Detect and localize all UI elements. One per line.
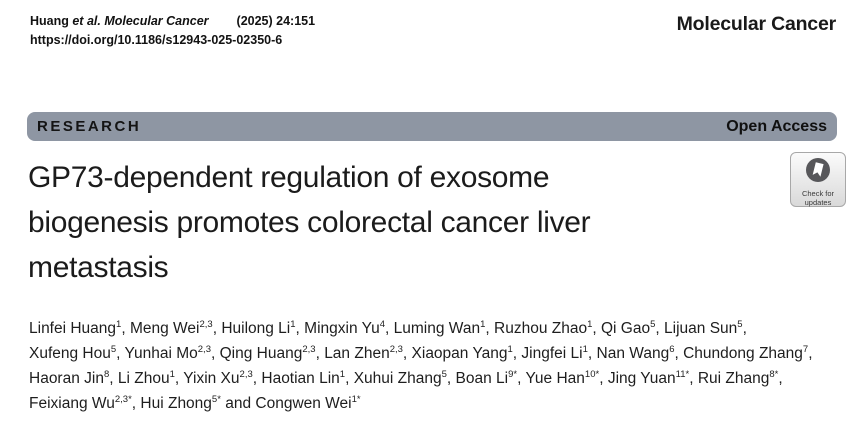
author-affiliation-sup: 11*: [675, 368, 690, 380]
author-affiliation-sup: 1*: [351, 393, 361, 405]
author-name: Jingfei Li: [521, 345, 583, 362]
author-name: Ruzhou Zhao: [494, 320, 588, 337]
article-title-line: GP73-dependent regulation of exosome: [28, 161, 550, 194]
author-name: Yixin Xu: [183, 370, 240, 387]
author-name: Qing Huang: [219, 345, 303, 362]
author-affiliation-sup: 1: [587, 318, 593, 330]
author-affiliation-sup: 1: [480, 318, 486, 330]
author-line: Linfei Huang1, Meng Wei2,3, Huilong Li1,…: [29, 318, 747, 337]
author-affiliation-sup: 1: [507, 343, 513, 355]
citation-journal: et al. Molecular Cancer: [72, 14, 209, 28]
author-name: Li Zhou: [117, 370, 170, 387]
author-name: Feixiang Wu: [29, 395, 115, 412]
author-affiliation-sup: 5: [441, 368, 447, 380]
author-name: Huilong Li: [221, 320, 291, 337]
author-line: Xufeng Hou5, Yunhai Mo2,3, Qing Huang2,3…: [29, 343, 813, 362]
author-name: Lijuan Sun: [664, 320, 738, 337]
author-affiliation-sup: 1: [116, 318, 122, 330]
author-name: Yue Han: [525, 370, 585, 387]
author-lines: Linfei Huang1, Meng Wei2,3, Huilong Li1,…: [29, 316, 844, 416]
author-affiliation-sup: 4: [379, 318, 386, 330]
check-badge-line1: Check for: [801, 189, 835, 198]
author-affiliation-sup: 5*: [211, 393, 221, 405]
check-for-updates-badge[interactable]: Check for updates: [790, 152, 846, 207]
author-name: Congwen Wei: [255, 395, 352, 412]
author-name: Linfei Huang: [29, 320, 117, 337]
author-name: Xufeng Hou: [29, 345, 111, 362]
author-name: Rui Zhang: [697, 370, 770, 387]
section-label: RESEARCH: [37, 118, 142, 135]
author-affiliation-sup: 8: [103, 368, 110, 380]
author-affiliation-sup: 2,3: [197, 343, 211, 355]
doi-link[interactable]: https://doi.org/10.1186/s12943-025-02350…: [30, 33, 283, 47]
article-title-line: biogenesis promotes colorectal cancer li…: [28, 206, 591, 239]
journal-name: Molecular Cancer: [676, 13, 837, 35]
author-affiliation-sup: 10*: [584, 368, 600, 380]
citation-line: Huang et al. Molecular Cancer (2025) 24:1…: [30, 12, 315, 31]
author-affiliation-sup: 1: [582, 343, 588, 355]
author-affiliation-sup: 1: [169, 368, 175, 380]
citation-author: Huang: [30, 14, 73, 28]
author-affiliation-sup: 1: [290, 318, 296, 330]
author-name: Qi Gao: [601, 320, 651, 337]
author-affiliation-sup: 2,3: [302, 343, 316, 355]
author-name: Luming Wan: [393, 320, 481, 337]
author-name: Lan Zhen: [324, 345, 390, 362]
check-badge-line2: updates: [804, 197, 832, 207]
author-name: Xiaopan Yang: [411, 345, 508, 362]
author-affiliation-sup: 7: [802, 343, 809, 355]
crossmark-icon: [805, 157, 831, 188]
author-name: Yunhai Mo: [124, 345, 198, 362]
author-name: Jing Yuan: [607, 370, 676, 387]
author-affiliation-sup: 5: [737, 318, 743, 330]
author-name: Xuhui Zhang: [353, 370, 442, 387]
author-line: Haoran Jin8, Li Zhou1, Yixin Xu2,3, Haot…: [29, 368, 783, 387]
section-banner: RESEARCH Open Access: [27, 112, 837, 141]
citation: Huang et al. Molecular Cancer (2025) 24:1…: [30, 12, 315, 50]
author-line: Feixiang Wu2,3*, Hui Zhong5* and Congwen…: [29, 393, 361, 412]
author-name: Chundong Zhang: [683, 345, 803, 362]
author-affiliation-sup: 2,3: [239, 368, 253, 380]
open-access-label: Open Access: [726, 117, 827, 135]
author-affiliation-sup: 2,3: [389, 343, 403, 355]
author-affiliation-sup: 2,3: [199, 318, 213, 330]
article-title-line: metastasis: [28, 251, 169, 284]
author-affiliation-sup: 5: [110, 343, 117, 355]
author-affiliation-sup: 6: [669, 343, 675, 355]
author-name: Mingxin Yu: [304, 320, 380, 337]
author-affiliation-sup: 2,3*: [114, 393, 132, 405]
citation-issue: (2025) 24:151: [236, 14, 316, 28]
author-affiliation-sup: 1: [339, 368, 346, 380]
author-name: Nan Wang: [596, 345, 670, 362]
author-name: Meng Wei: [129, 320, 200, 337]
author-name: Boan Li: [455, 370, 509, 387]
author-name: Haotian Lin: [261, 370, 340, 387]
author-name: Hui Zhong: [140, 395, 212, 412]
article-title: GP73-dependent regulation of exosome bio…: [28, 155, 591, 290]
author-affiliation-sup: 8*: [769, 368, 779, 380]
author-affiliation-sup: 9*: [508, 368, 518, 380]
author-affiliation-sup: 5: [650, 318, 656, 330]
check-badge-text: Check for updates: [801, 189, 835, 207]
author-name: Haoran Jin: [29, 370, 104, 387]
